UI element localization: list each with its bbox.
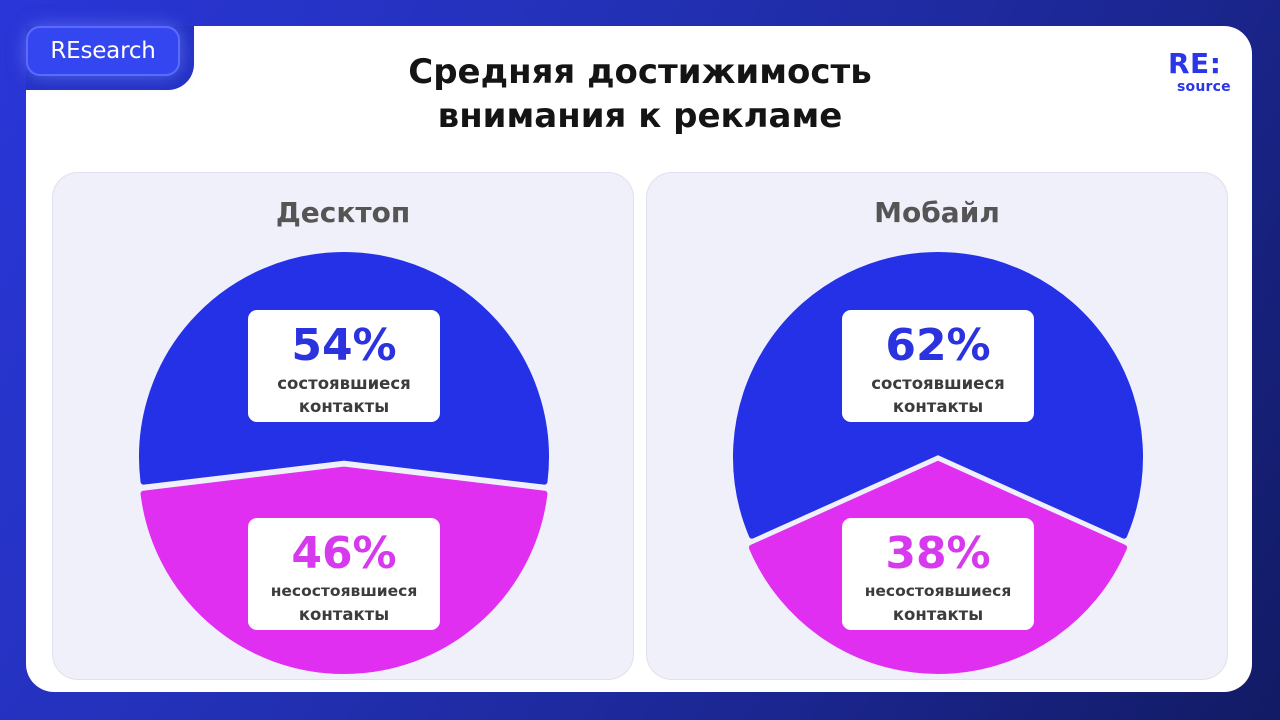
- value-desktop-missed: 46%: [291, 528, 397, 579]
- label-desktop-contacts-line-1: состоявшиеся: [277, 374, 411, 393]
- label-mobile-contacts-line-1: состоявшиеся: [871, 374, 1005, 393]
- label-desktop-contacts-line-2: контакты: [298, 397, 390, 416]
- page-title-line-2: внимания к рекламе: [437, 96, 843, 136]
- page-title-line-1: Средняя достижимость: [408, 52, 872, 92]
- value-desktop-contacts: 54%: [291, 320, 397, 371]
- resource-logo: RE: source: [1168, 47, 1240, 95]
- value-mobile-missed: 38%: [885, 528, 991, 579]
- value-card-mobile-contacts: 62% состоявшиеся контакты: [842, 310, 1034, 422]
- chart-title-desktop: Десктоп: [275, 196, 411, 229]
- page-title: Средняя достижимость внимания к рекламе: [340, 50, 940, 138]
- label-mobile-missed-line-2: контакты: [892, 605, 984, 624]
- logo-main-text: RE:: [1168, 47, 1222, 80]
- chart-panel-desktop: Десктоп 54% состоявшиеся контакты 46% не…: [52, 172, 634, 680]
- value-mobile-contacts: 62%: [885, 320, 991, 371]
- chart-panel-mobile: Мобайл 62% состоявшиеся контакты 38% нес…: [646, 172, 1228, 680]
- label-desktop-missed-line-2: контакты: [298, 605, 390, 624]
- label-mobile-contacts-line-2: контакты: [892, 397, 984, 416]
- chart-title-mobile: Мобайл: [874, 196, 1000, 229]
- label-mobile-missed-line-1: несостоявшиеся: [864, 582, 1012, 600]
- value-card-desktop-contacts: 54% состоявшиеся контакты: [248, 310, 440, 422]
- value-card-mobile-missed: 38% несостоявшиеся контакты: [842, 518, 1034, 630]
- logo-sub-text: source: [1177, 79, 1231, 95]
- research-badge: REsearch: [26, 26, 180, 76]
- label-desktop-missed-line-1: несостоявшиеся: [270, 582, 418, 600]
- value-card-desktop-missed: 46% несостоявшиеся контакты: [248, 518, 440, 630]
